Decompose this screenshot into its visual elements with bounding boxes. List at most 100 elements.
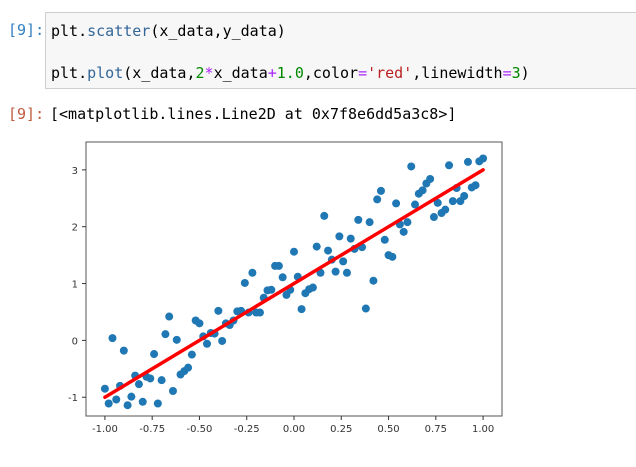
scatter-point (308, 283, 317, 292)
scatter-point (441, 205, 450, 214)
code-token: 'red' (367, 64, 413, 82)
code-token: (x_data, (123, 64, 196, 82)
code-token: scatter (87, 22, 151, 40)
scatter-point (278, 273, 287, 282)
scatter-point (248, 268, 257, 277)
x-tick-label: -0.75 (139, 424, 165, 435)
input-prompt: [9]: (8, 21, 45, 39)
scatter-point (195, 319, 204, 328)
code-line-1: plt.scatter(x_data,y_data) (51, 22, 286, 40)
code-token: ,linewidth (412, 64, 503, 82)
scatter-point (127, 392, 136, 401)
scatter-point (255, 308, 264, 317)
scatter-point (312, 242, 321, 251)
x-tick-label: -1.00 (92, 424, 118, 435)
scatter-point (335, 232, 344, 241)
scatter-point (138, 397, 147, 406)
scatter-point (157, 376, 166, 385)
code-token: + (267, 64, 277, 82)
scatter-point (119, 346, 128, 355)
scatter-point (392, 199, 401, 208)
y-tick-label: 1 (72, 280, 78, 291)
x-tick-label: -0.25 (234, 424, 260, 435)
scatter-point (324, 246, 333, 255)
code-token: (x_data,y_data) (150, 22, 286, 40)
code-token: plt. (51, 22, 88, 40)
code-token: x_data (213, 64, 268, 82)
scatter-point (460, 192, 469, 201)
scatter-point (403, 218, 412, 227)
scatter-point (354, 215, 363, 224)
scatter-point (153, 399, 162, 408)
code-cell-input[interactable]: plt.scatter(x_data,y_data) plt.plot(x_da… (45, 12, 636, 89)
scatter-point (361, 304, 370, 313)
scatter-point (463, 157, 472, 166)
scatter-point (172, 335, 181, 344)
scatter-point (203, 339, 212, 348)
scatter-point (267, 285, 276, 294)
scatter-point (161, 330, 170, 339)
code-line-2: plt.plot(x_data,2*x_data+1.0,color='red'… (51, 64, 530, 82)
code-token: 2 (195, 64, 205, 82)
scatter-point (123, 401, 132, 410)
scatter-point (479, 154, 488, 163)
x-tick-label: 0.00 (283, 424, 305, 435)
scatter-point (373, 195, 382, 204)
scatter-point (214, 306, 223, 315)
x-tick-label: -0.50 (187, 424, 213, 435)
y-tick-label: 2 (72, 223, 78, 234)
y-tick-label: 3 (72, 166, 78, 177)
scatter-point (365, 218, 374, 227)
scatter-point (100, 384, 109, 393)
scatter-point (187, 350, 196, 359)
scatter-point (407, 162, 416, 171)
scatter-point (411, 200, 420, 209)
output-text: [<matplotlib.lines.Line2D at 0x7f8e6dd5a… (50, 105, 457, 123)
scatter-point (320, 211, 329, 220)
scatter-point (240, 278, 249, 287)
scatter-point (339, 257, 348, 266)
scatter-point (290, 247, 298, 256)
code-token: * (204, 64, 214, 82)
code-token: 3 (511, 64, 521, 82)
x-tick-label: 0.75 (425, 424, 447, 435)
code-token: plt. (51, 64, 88, 82)
scatter-point (426, 174, 435, 183)
scatter-point (369, 276, 378, 285)
scatter-point (146, 374, 155, 383)
scatter-point (297, 305, 306, 314)
scatter-point (388, 252, 397, 261)
code-token: 1.0 (276, 64, 304, 82)
scatter-point (429, 213, 438, 222)
code-token: ) (520, 64, 530, 82)
scatter-point (274, 261, 283, 270)
scatter-point (399, 227, 408, 236)
y-tick-label: 0 (72, 336, 78, 347)
output-prompt: [9]: (8, 105, 45, 123)
scatter-point (165, 312, 174, 321)
scatter-point (380, 235, 389, 244)
code-token: = (502, 64, 512, 82)
scatter-point (433, 198, 442, 207)
x-tick-label: 0.25 (330, 424, 352, 435)
scatter-point (418, 186, 427, 195)
scatter-point (342, 268, 351, 277)
scatter-point (168, 386, 177, 395)
scatter-point (104, 399, 113, 408)
scatter-point (346, 234, 355, 243)
scatter-point (445, 161, 454, 170)
scatter-point (134, 380, 143, 389)
scatter-point (112, 395, 121, 404)
scatter-point (471, 181, 480, 190)
code-token: = (358, 64, 368, 82)
fit-line (103, 168, 485, 399)
scatter-point (331, 267, 340, 276)
code-token: ,color (303, 64, 359, 82)
y-tick-label: -1 (68, 393, 78, 404)
code-token: plot (87, 64, 124, 82)
x-tick-label: 1.00 (472, 424, 494, 435)
scatter-point (376, 186, 385, 195)
scatter-point (448, 197, 457, 206)
scatter-point (184, 363, 193, 372)
